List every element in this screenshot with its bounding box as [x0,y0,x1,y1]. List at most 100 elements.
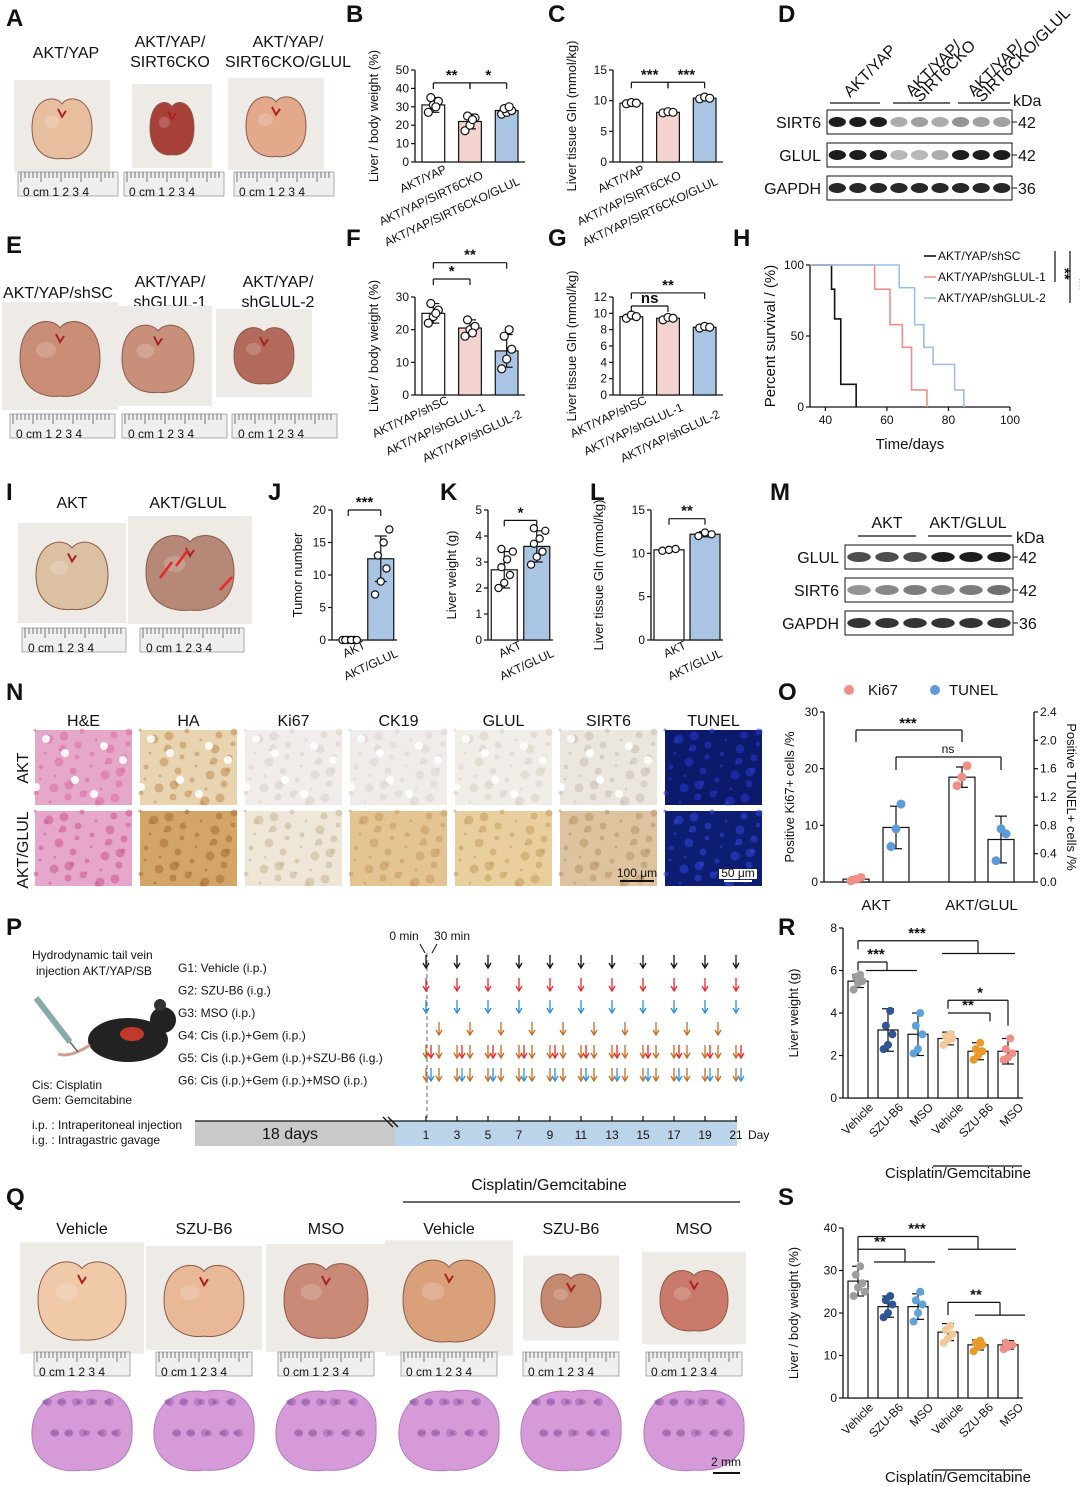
cell-speckle [115,861,123,869]
cell-speckle [169,874,177,882]
cell-speckle [484,874,492,882]
cell-speckle [158,855,162,859]
cell-speckle [668,845,674,851]
tissue-speckle [655,1399,661,1405]
y-tick-label: 15 [632,503,646,517]
tissue-speckle [287,1399,293,1405]
dose-arrow [644,1068,652,1083]
cell-speckle [458,777,462,781]
panel-letter-N: N [6,679,23,706]
data-point [888,1030,897,1039]
tissue-speckle [50,1430,56,1436]
lipid-vacuole [347,783,355,791]
blot-band [869,117,888,127]
cell-speckle [314,842,318,846]
cell-speckle [274,780,284,790]
arrow-head [453,1052,461,1060]
cell-speckle [545,728,553,736]
arrow-head [427,1052,435,1060]
cell-speckle [663,809,667,813]
cell-speckle [179,835,185,841]
ruler-body [522,1351,620,1377]
cell-speckle [159,757,169,767]
column-label: GLUL [483,713,525,730]
lipid-vacuole [491,776,499,784]
dose-arrow [435,1068,443,1083]
cell-speckle [194,832,200,838]
cell-speckle [469,864,479,874]
y2-tick-label: 0.8 [1040,818,1057,832]
dose-arrow [670,978,678,993]
tissue-speckle [466,1429,474,1437]
cell-speckle [99,868,103,872]
cell-speckle [120,835,128,843]
arrow-head [528,1029,536,1037]
cell-speckle [138,809,142,813]
arrow-head [422,1007,430,1015]
cell-speckle [384,767,392,775]
tissue-speckle [321,1399,327,1405]
significance-label: ns [641,290,659,307]
histology-image [242,728,343,806]
cell-speckle [204,787,208,791]
cell-speckle [694,861,704,871]
data-point [385,525,394,534]
cell-speckle [33,790,39,796]
cell-speckle [248,777,252,781]
cell-speckle [379,780,389,790]
cell-speckle [299,751,305,757]
y-tick-label: 20 [396,323,410,337]
panel-letter-L: L [590,479,605,506]
data-point [694,531,703,541]
dose-arrow [621,1022,629,1037]
arrow-head [701,1052,709,1060]
cell-speckle [535,848,545,858]
cell-speckle [215,793,225,803]
cell-speckle [530,874,540,884]
chart-H: 40 60 80 100 0 50 100 Time/days Percent survival… [762,249,1080,453]
cell-speckle [425,793,435,803]
dose-arrow [737,1045,745,1060]
cell-speckle [94,800,100,806]
blot-row-label: GLUL [779,148,821,165]
arrow-head [737,1052,745,1060]
tissue-speckle [357,1429,365,1437]
cell-speckle [458,764,464,770]
y-tick-label: 5 [638,590,645,604]
cell-speckle [199,800,205,806]
data-point [849,1292,858,1300]
cell-speckle [404,845,408,849]
cell-speckle [673,751,677,755]
y-tick-label: 5 [319,601,326,615]
liver-shape [283,1263,369,1339]
dose-arrow [732,978,740,993]
dose-arrow [466,1068,474,1083]
ruler-numbers: 0 cm 1 2 3 4 [16,427,82,441]
legend-label: AKT/YAP/shSC [938,249,1021,263]
cell-speckle [745,848,755,858]
cell-speckle [474,757,484,767]
dose-arrow [732,1000,740,1015]
liver-highlight [246,343,261,355]
cell-speckle [74,754,80,760]
y2-tick-label: 1.6 [1040,762,1057,776]
dose-arrow [458,1045,466,1060]
data-point [423,107,433,117]
cell-speckle [614,845,618,849]
sample-label: SZU-B6 [176,1221,233,1238]
blot-band [849,183,867,193]
tissue-speckle [166,1398,174,1406]
data-point [911,1296,920,1305]
cell-speckle [573,881,577,885]
liver-shape [233,327,295,385]
group-label: G3: MSO (i.p.) [178,1006,255,1020]
tissue-speckle [670,1398,678,1406]
cell-speckle [724,819,728,823]
liver-photo [104,306,212,406]
cell-speckle [509,845,513,849]
cell-speckle [38,777,42,781]
legend-label: Ki67 [868,682,898,699]
